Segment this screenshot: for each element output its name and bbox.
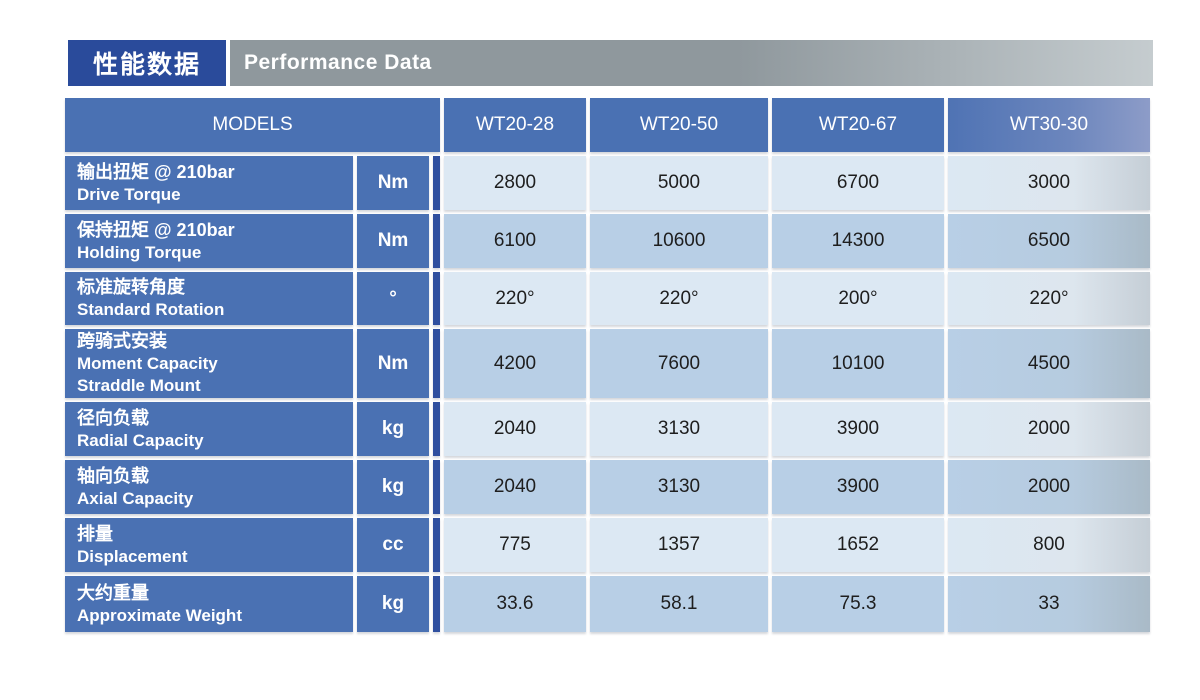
value-cell: 6500 bbox=[948, 214, 1150, 268]
value-cell: 3000 bbox=[948, 156, 1150, 210]
column-header-wt20-67: WT20-67 bbox=[772, 98, 944, 152]
row-label-line: Axial Capacity bbox=[77, 488, 194, 508]
row-unit-cell: Nm bbox=[357, 156, 429, 210]
value-cell: 2800 bbox=[444, 156, 586, 210]
value-cell: 6100 bbox=[444, 214, 586, 268]
value-cell: 4500 bbox=[948, 329, 1150, 398]
value-cell: 3130 bbox=[590, 460, 768, 514]
row-label-cell: 标准旋转角度 Standard Rotation bbox=[65, 272, 353, 325]
row-label-line: Holding Torque bbox=[77, 242, 202, 262]
value-cell: 33.6 bbox=[444, 576, 586, 632]
row-label-line: Displacement bbox=[77, 546, 188, 566]
row-accent-bar bbox=[433, 156, 440, 210]
row-unit-cell: kg bbox=[357, 402, 429, 456]
value-cell: 3900 bbox=[772, 402, 944, 456]
performance-table: MODELS WT20-28 WT20-50 WT20-67 WT30-30 输… bbox=[65, 98, 1150, 632]
column-header-wt30-30: WT30-30 bbox=[948, 98, 1150, 152]
row-label-line: 跨骑式安装 bbox=[77, 331, 167, 352]
row-unit-cell: kg bbox=[357, 576, 429, 632]
row-label-line: 标准旋转角度 bbox=[77, 277, 185, 298]
row-accent-bar bbox=[433, 329, 440, 398]
value-cell: 3130 bbox=[590, 402, 768, 456]
row-accent-bar bbox=[433, 576, 440, 632]
value-cell: 1357 bbox=[590, 518, 768, 572]
row-accent-bar bbox=[433, 402, 440, 456]
value-cell: 10100 bbox=[772, 329, 944, 398]
value-cell: 6700 bbox=[772, 156, 944, 210]
row-label-line: 大约重量 bbox=[77, 582, 149, 603]
row-accent-bar bbox=[433, 460, 440, 514]
section-title-zh: 性能数据 bbox=[68, 40, 226, 86]
value-cell: 200° bbox=[772, 272, 944, 325]
value-cell: 1652 bbox=[772, 518, 944, 572]
value-cell: 775 bbox=[444, 518, 586, 572]
column-header-wt20-50: WT20-50 bbox=[590, 98, 768, 152]
row-unit-cell: Nm bbox=[357, 214, 429, 268]
row-label-line: 输出扭矩 @ 210bar bbox=[77, 161, 235, 182]
row-label-cell: 轴向负载 Axial Capacity bbox=[65, 460, 353, 514]
value-cell: 3900 bbox=[772, 460, 944, 514]
section-header: 性能数据 Performance Data bbox=[68, 40, 1153, 86]
row-unit-cell: kg bbox=[357, 460, 429, 514]
value-cell: 4200 bbox=[444, 329, 586, 398]
row-label-cell: 径向负载 Radial Capacity bbox=[65, 402, 353, 456]
value-cell: 2000 bbox=[948, 402, 1150, 456]
value-cell: 220° bbox=[590, 272, 768, 325]
value-cell: 5000 bbox=[590, 156, 768, 210]
row-label-line: Approximate Weight bbox=[77, 605, 242, 625]
value-cell: 7600 bbox=[590, 329, 768, 398]
value-cell: 58.1 bbox=[590, 576, 768, 632]
row-unit-cell: cc bbox=[357, 518, 429, 572]
value-cell: 75.3 bbox=[772, 576, 944, 632]
models-header-cell: MODELS bbox=[65, 98, 440, 152]
row-label-line: 径向负载 bbox=[77, 407, 149, 428]
value-cell: 33 bbox=[948, 576, 1150, 632]
value-cell: 2040 bbox=[444, 402, 586, 456]
row-label-line: Moment Capacity bbox=[77, 354, 218, 374]
value-cell: 2040 bbox=[444, 460, 586, 514]
row-accent-bar bbox=[433, 272, 440, 325]
row-label-line: 保持扭矩 @ 210bar bbox=[77, 219, 235, 240]
row-label-line: Standard Rotation bbox=[77, 300, 225, 320]
column-header-wt20-28: WT20-28 bbox=[444, 98, 586, 152]
value-cell: 10600 bbox=[590, 214, 768, 268]
row-accent-bar bbox=[433, 518, 440, 572]
row-accent-bar bbox=[433, 214, 440, 268]
section-title-en: Performance Data bbox=[230, 40, 1153, 86]
row-label-line: 轴向负载 bbox=[77, 465, 149, 486]
value-cell: 800 bbox=[948, 518, 1150, 572]
row-unit-cell: Nm bbox=[357, 329, 429, 398]
value-cell: 220° bbox=[948, 272, 1150, 325]
row-label-cell: 输出扭矩 @ 210bar Drive Torque bbox=[65, 156, 353, 210]
row-label-cell: 排量 Displacement bbox=[65, 518, 353, 572]
row-label-cell: 跨骑式安装 Moment Capacity Straddle Mount bbox=[65, 329, 353, 398]
row-label-line: Radial Capacity bbox=[77, 430, 204, 450]
value-cell: 2000 bbox=[948, 460, 1150, 514]
value-cell: 220° bbox=[444, 272, 586, 325]
row-label-cell: 大约重量 Approximate Weight bbox=[65, 576, 353, 632]
row-unit-cell: ° bbox=[357, 272, 429, 325]
row-label-cell: 保持扭矩 @ 210bar Holding Torque bbox=[65, 214, 353, 268]
value-cell: 14300 bbox=[772, 214, 944, 268]
row-label-line: 排量 bbox=[77, 523, 113, 544]
row-label-line: Drive Torque bbox=[77, 184, 181, 204]
row-label-line: Straddle Mount bbox=[77, 376, 201, 396]
